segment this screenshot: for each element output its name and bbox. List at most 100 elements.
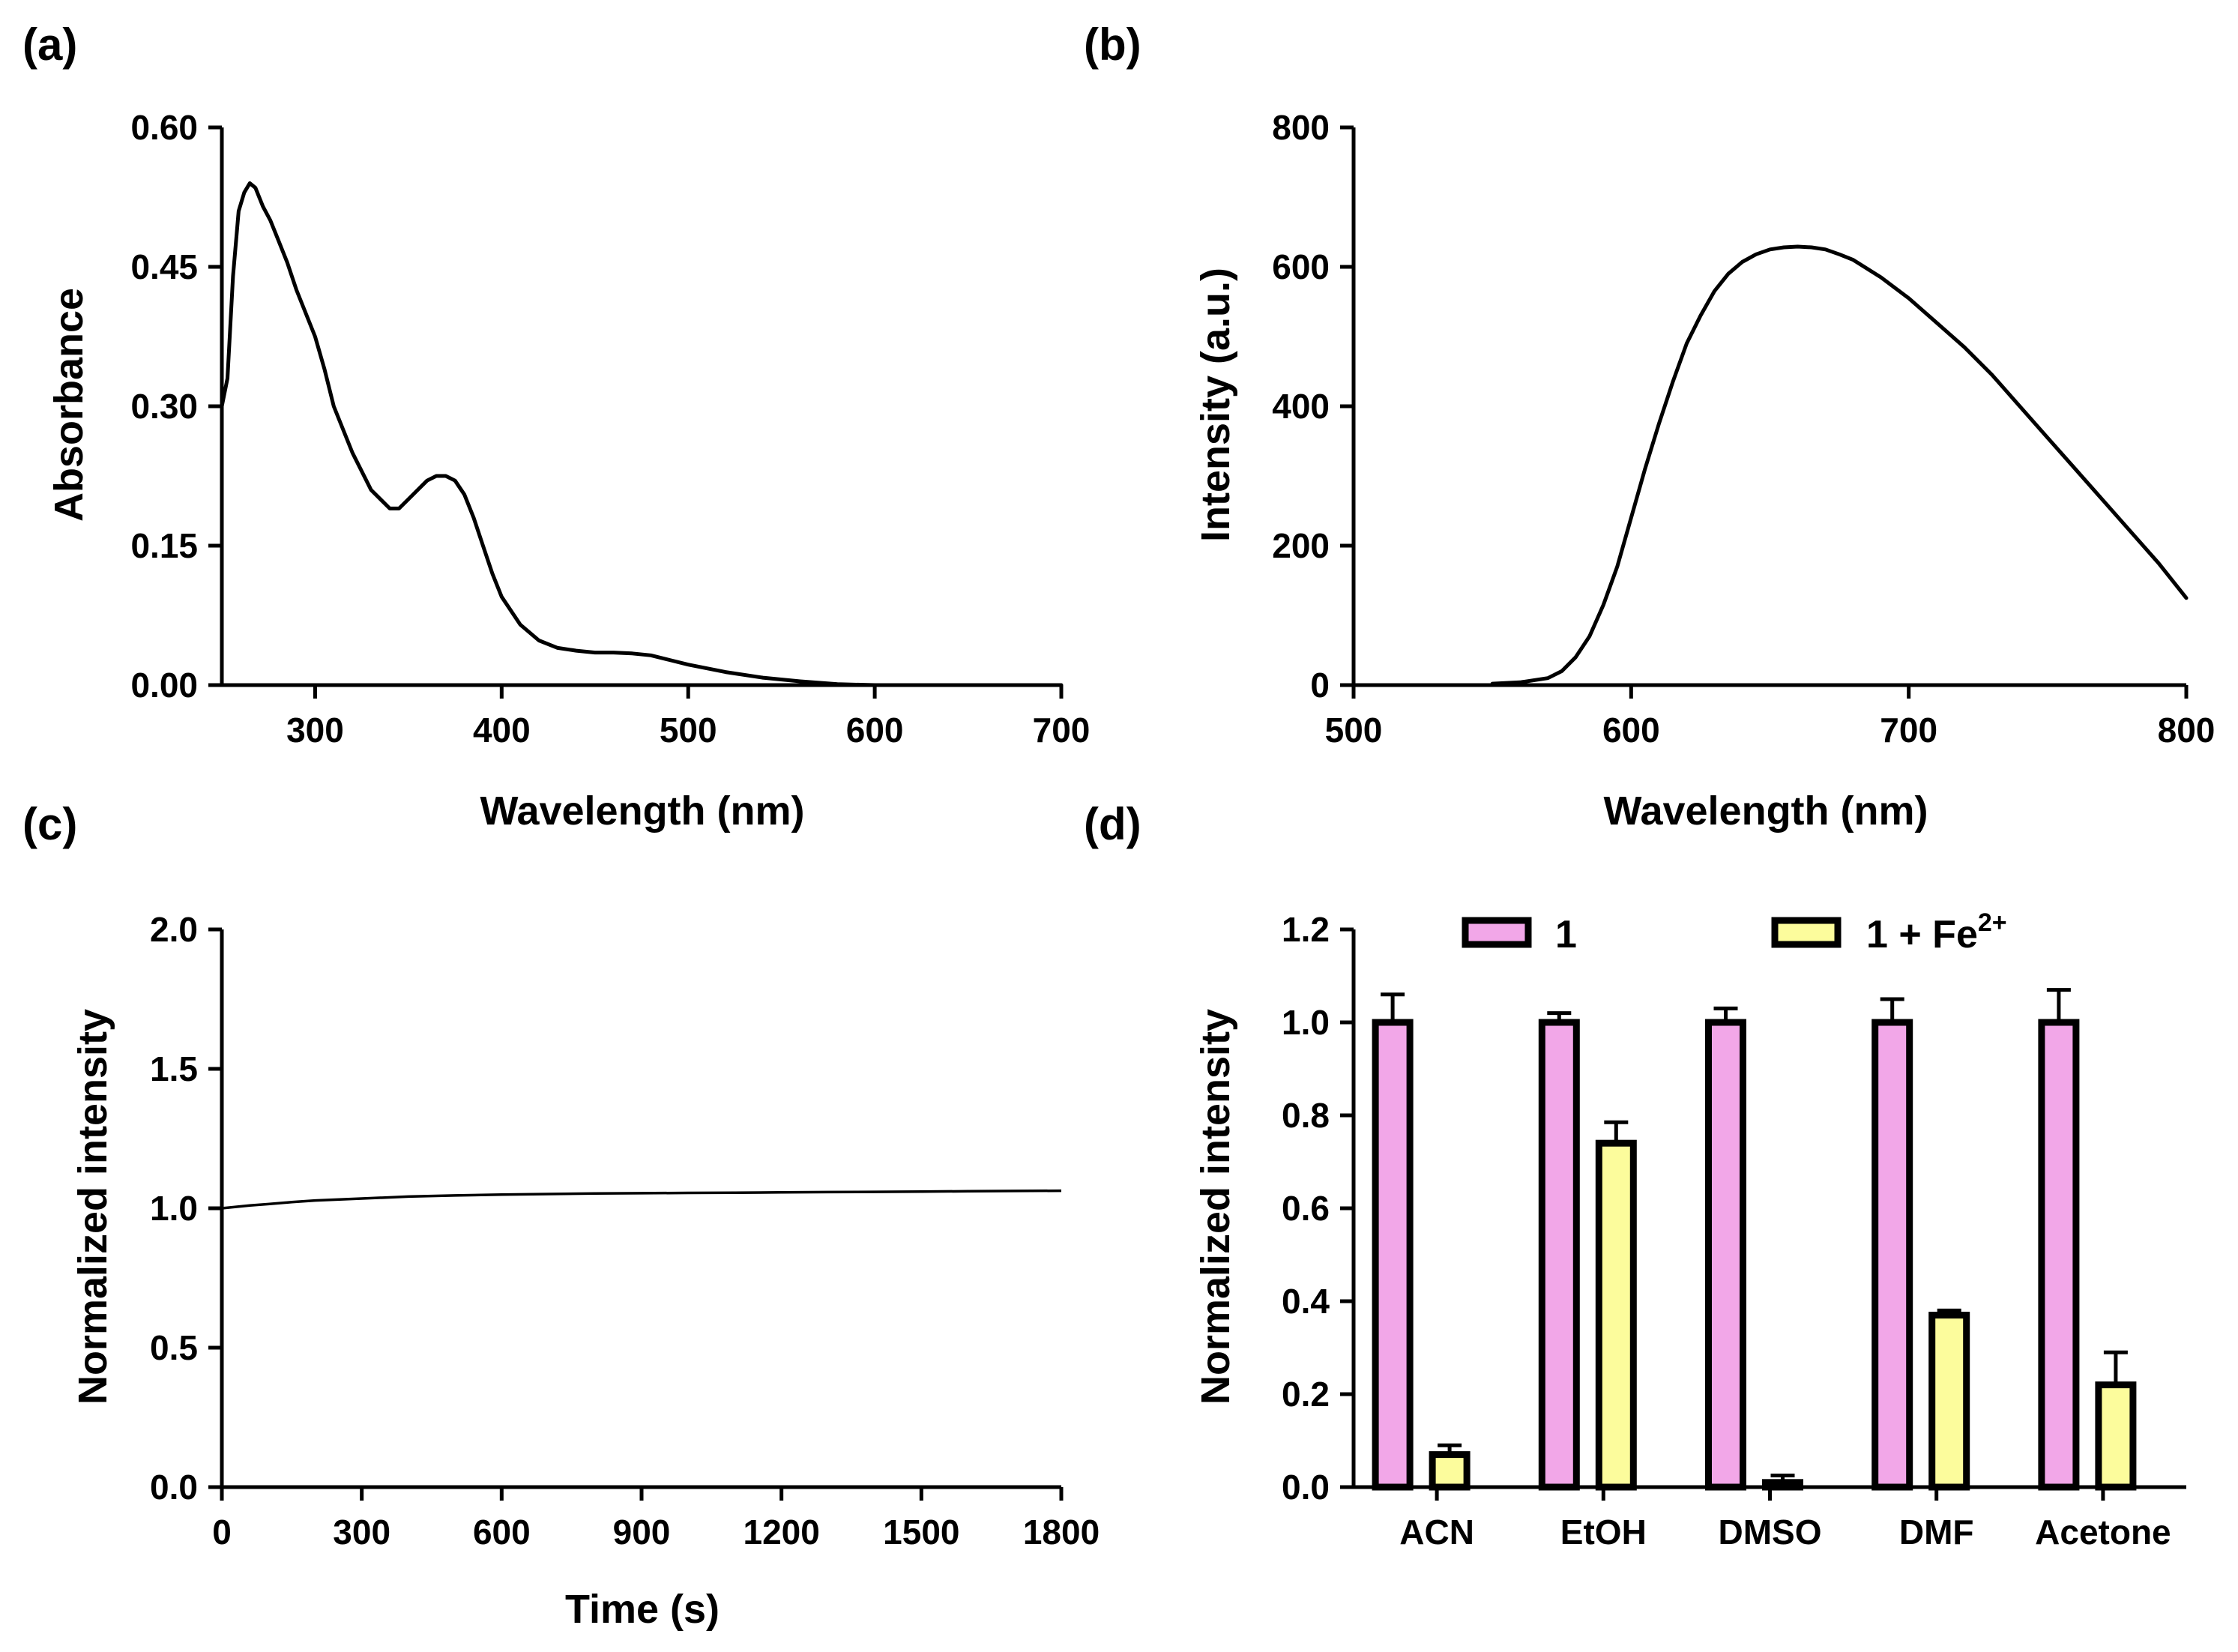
x-tick-label: 600 [473,1513,531,1552]
x-tick-label: 400 [473,711,531,750]
panel-a-label: (a) [22,19,77,70]
bar-acn-series-1 [1372,1019,1414,1491]
y-tick-label: 2.0 [150,910,198,949]
error-bar-etoh-series-1 [1547,1011,1572,1022]
panel-d-legend: 1 1 + Fe2+ [1462,908,2007,956]
panel-a-series-line [220,181,1064,687]
panel-b-series-line [1490,244,2189,686]
x-tick-label: 500 [660,711,717,750]
error-bar-acetone-series-2 [2103,1350,2128,1385]
x-tick-label: 800 [2158,711,2216,750]
category-label: EtOH [1560,1513,1647,1552]
y-tick-label: 0.60 [130,108,198,147]
panel-c-axes [220,929,1061,1489]
y-tick-label: 0.0 [150,1468,198,1507]
legend-label-series-2-base: 1 + Fe [1866,913,1978,956]
y-tick-label: 0.30 [130,387,198,426]
y-tick-label: 0.0 [1282,1468,1330,1507]
category-label: DMF [1899,1513,1974,1552]
y-tick-label: 0.00 [130,666,198,705]
x-tick-label: 1500 [883,1513,959,1552]
y-tick-label: 400 [1272,387,1330,426]
category-label: ACN [1399,1513,1474,1552]
x-tick-label: 0 [212,1513,232,1552]
x-tick-label: 500 [1325,711,1383,750]
panel-c-ticks: 0.0 0.5 1.0 1.5 2.0 0 300 600 900 1200 1500 1800 [150,910,1100,1552]
y-tick-label: 1.0 [150,1189,198,1228]
y-tick-label: 0.8 [1282,1096,1330,1135]
panel-b-plot [1490,244,2189,686]
y-tick-label: 600 [1272,247,1330,286]
y-tick-label: 0.45 [130,247,198,286]
x-tick-label: 600 [1602,711,1660,750]
panel-c-x-axis-title: Time (s) [565,1587,720,1632]
panel-b-y-axis-title: Intensity (a.u.) [1193,268,1238,542]
x-tick-label: 1800 [1023,1513,1100,1552]
panel-a-ticks: 0.00 0.15 0.30 0.45 0.60 300 400 500 600 700 [130,108,1090,750]
error-bar-dmf-series-2 [1937,1308,1961,1315]
panel-a-plot [220,181,1064,687]
panel-a-axes [220,127,1061,687]
error-bar-dmf-series-1 [1880,997,1904,1022]
bar-acetone-series-2 [2095,1381,2137,1491]
error-bar-acn-series-2 [1438,1443,1462,1455]
y-tick-label: 1.0 [1282,1003,1330,1042]
legend-label-series-2-superscript: 2+ [1978,908,2007,937]
x-tick-label: 1200 [743,1513,819,1552]
legend-swatch-series-2 [1771,917,1842,948]
error-bar-acetone-series-1 [2046,988,2071,1022]
y-tick-label: 0 [1310,666,1330,705]
bar-etoh-series-1 [1538,1019,1580,1491]
y-tick-label: 0.15 [130,526,198,565]
y-tick-label: 800 [1272,108,1330,147]
y-tick-label: 1.5 [150,1049,198,1088]
panel-c-label: (c) [22,799,77,849]
category-label: Acetone [2035,1513,2171,1552]
panel-d-plot [1372,988,2137,1491]
legend-swatch-series-1 [1462,917,1532,948]
panel-d-ticks: 0.0 0.2 0.4 0.6 0.8 1.0 1.2 ACN EtOH DMSO DMF Aceto… [1282,910,2171,1552]
bar-dmf-series-2 [1928,1312,1970,1491]
panel-c-series-line [221,1189,1062,1210]
x-tick-label: 300 [286,711,344,750]
legend-label-series-2: 1 + Fe2+ [1866,908,2007,956]
panel-b-label: (b) [1084,19,1141,70]
bar-acn-series-2 [1429,1451,1471,1491]
y-tick-label: 200 [1272,526,1330,565]
x-tick-label: 600 [846,711,904,750]
panel-d-label: (d) [1084,799,1141,849]
y-tick-label: 1.2 [1282,910,1330,949]
panel-c-time-chart: (c) 0.0 0.5 1.0 1.5 2.0 0 300 600 900 1200 1500 180… [22,799,1100,1632]
error-bar-etoh-series-2 [1604,1120,1629,1144]
panel-d-bar-chart: (d) 0.0 0.2 0.4 0.6 0.8 1.0 1.2 ACN EtOH DMSO DMF A… [1084,799,2186,1552]
y-tick-label: 0.5 [150,1328,198,1367]
panel-c-plot [221,1189,1062,1210]
panel-b-emission-chart: (b) 0 200 400 600 800 500 600 700 800 Wavelength… [1084,19,2215,833]
y-tick-label: 0.6 [1282,1189,1330,1228]
panel-a-y-axis-title: Absorbance [46,288,91,522]
panel-c-y-axis-title: Normalized intensity [70,1009,115,1405]
y-tick-label: 0.2 [1282,1375,1330,1414]
y-tick-label: 0.4 [1282,1282,1330,1321]
bar-dmso-series-2 [1762,1479,1803,1491]
x-tick-label: 900 [613,1513,671,1552]
panel-a-x-axis-title: Wavelength (nm) [480,789,804,833]
x-tick-label: 700 [1033,711,1091,750]
panel-b-axes [1351,127,2186,687]
bar-acetone-series-1 [2038,1019,2080,1491]
error-bar-dmso-series-1 [1713,1006,1738,1022]
bar-etoh-series-2 [1595,1139,1637,1491]
error-bar-dmso-series-2 [1770,1474,1795,1483]
bar-dmf-series-1 [1871,1019,1913,1491]
panel-d-y-axis-title: Normalized intensity [1193,1009,1238,1405]
x-tick-label: 700 [1880,711,1937,750]
panel-b-x-axis-title: Wavelength (nm) [1603,789,1928,833]
category-label: DMSO [1719,1513,1822,1552]
bar-dmso-series-1 [1705,1019,1746,1491]
panel-b-ticks: 0 200 400 600 800 500 600 700 800 [1272,108,2215,750]
error-bar-acn-series-1 [1381,992,1405,1022]
x-tick-label: 300 [333,1513,390,1552]
legend-label-series-1: 1 [1555,913,1577,956]
